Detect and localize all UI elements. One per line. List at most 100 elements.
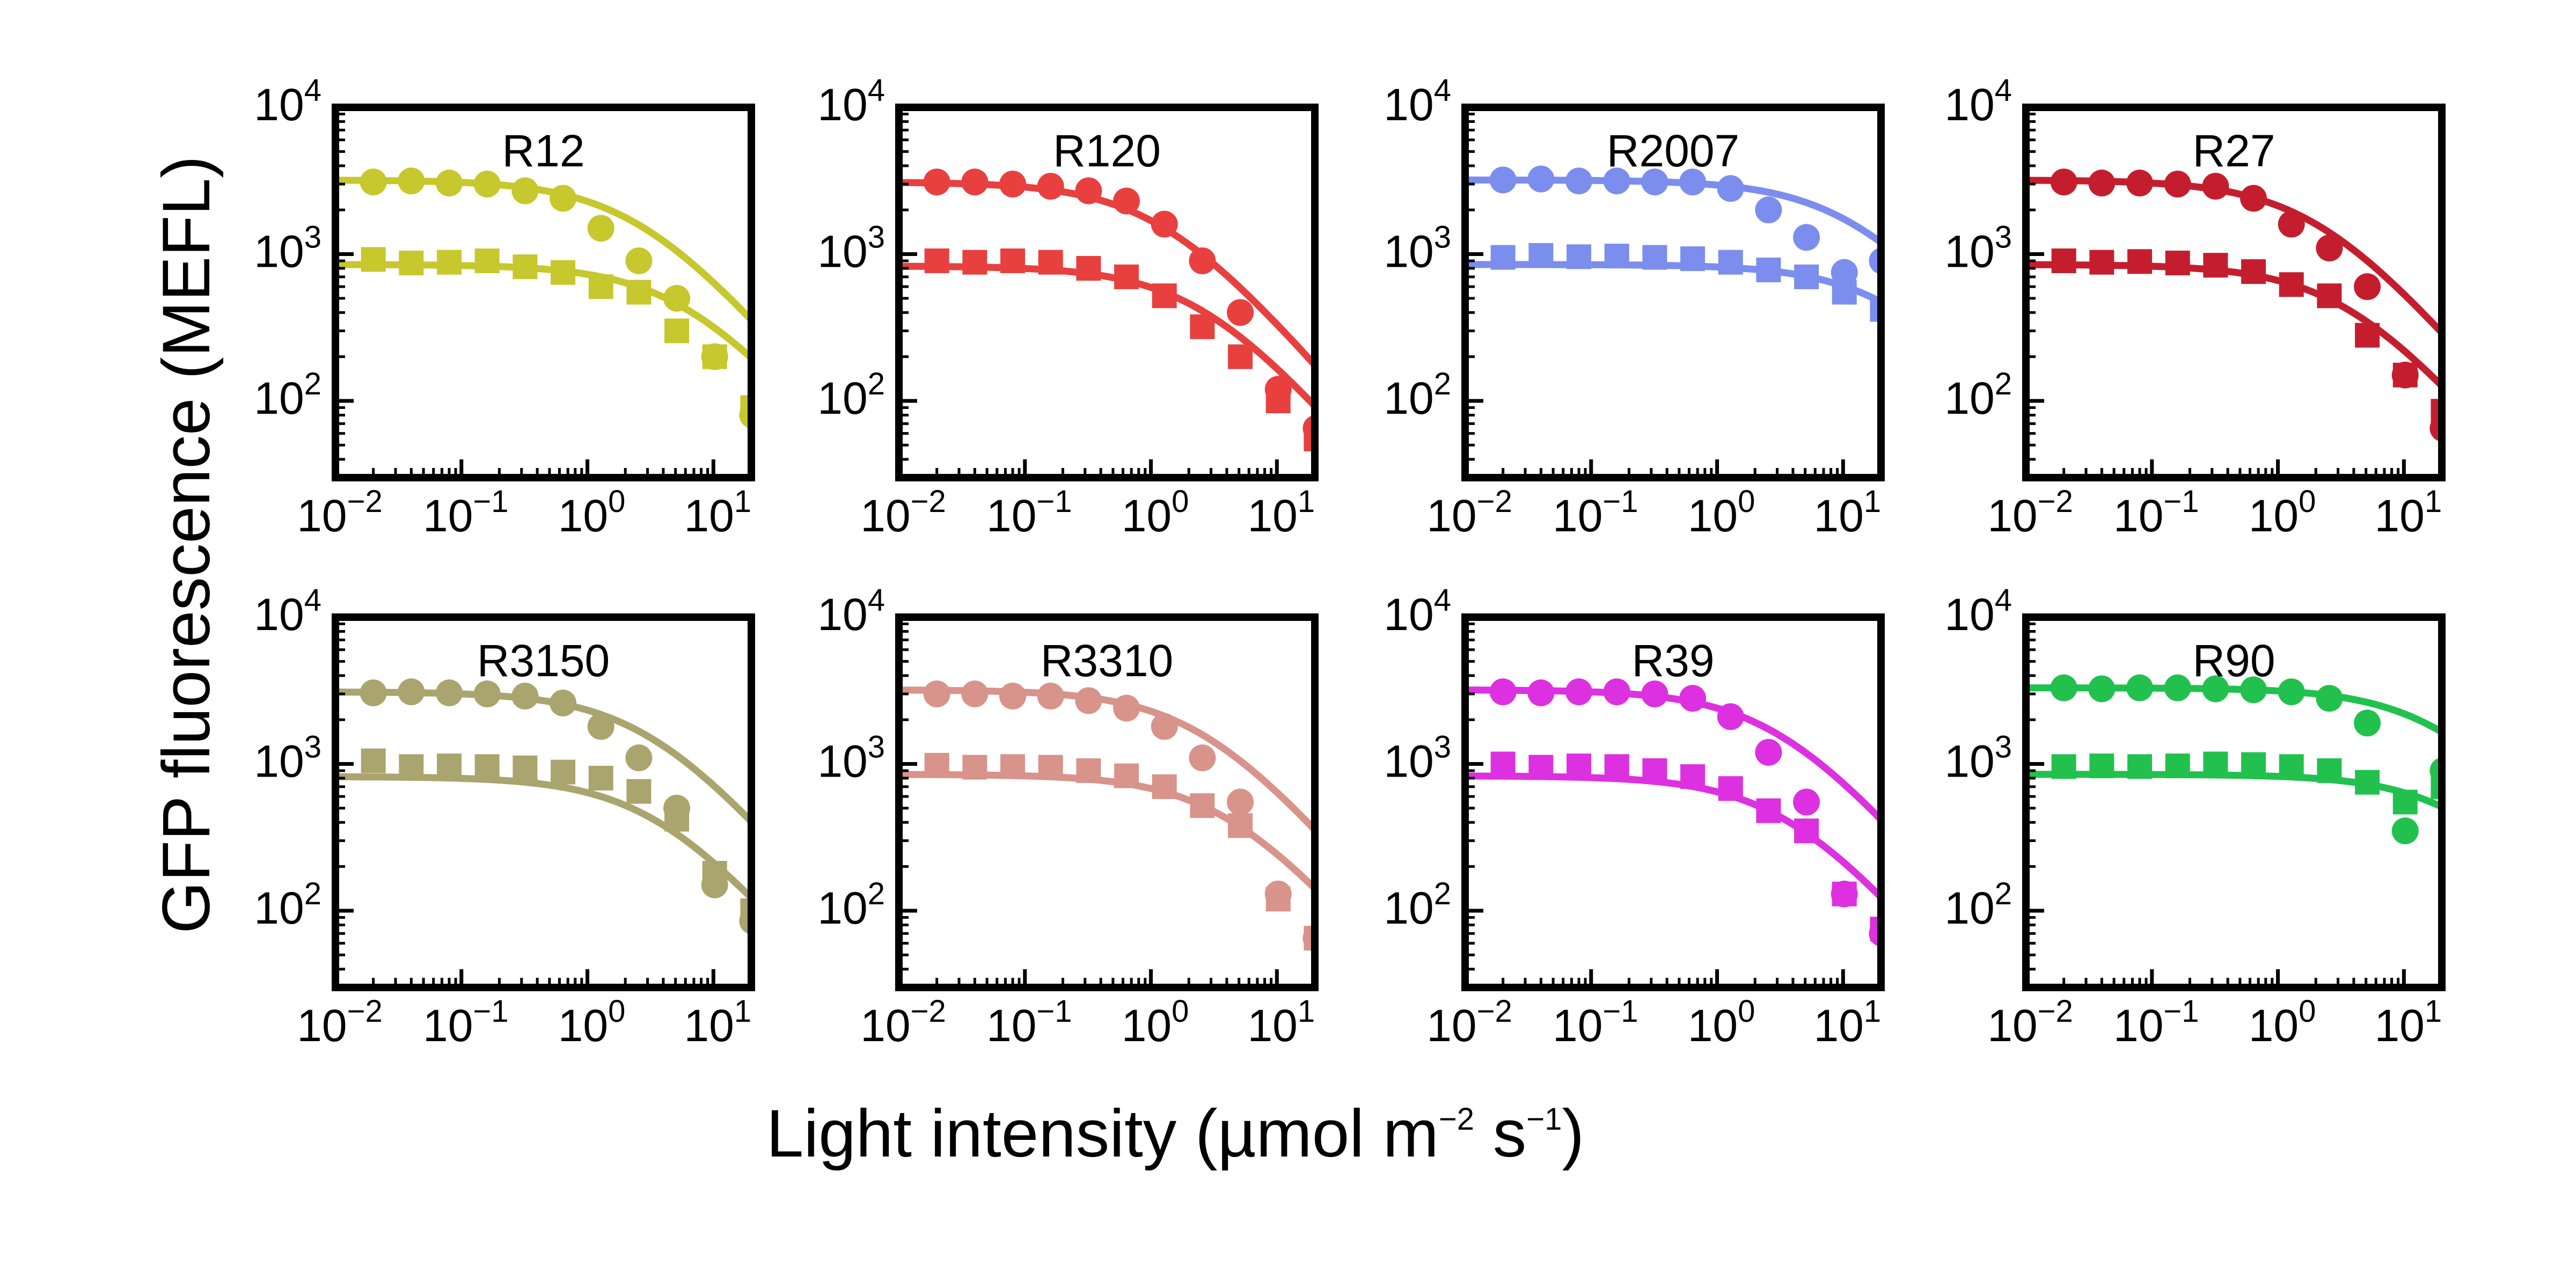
- x-tick-label: 100: [558, 994, 626, 1051]
- x-tick-label: 10−1: [1553, 484, 1638, 541]
- y-tick-label: 102: [1384, 876, 1451, 933]
- x-tick-label: 100: [2249, 484, 2316, 541]
- y-tick-exponent: 3: [304, 729, 321, 764]
- data-point-circle: [1831, 259, 1858, 286]
- x-tick-exponent: 1: [734, 484, 751, 519]
- x-tick-base: 10: [1553, 1000, 1602, 1051]
- data-point-circle: [1793, 224, 1820, 251]
- data-point-square: [1265, 887, 1291, 912]
- y-tick-label: 102: [817, 367, 885, 423]
- data-point-circle: [1755, 738, 1782, 766]
- x-axis-label-exp2: −1: [1526, 1102, 1562, 1137]
- y-tick-exponent: 4: [1434, 73, 1451, 108]
- panel-title: R27: [2192, 126, 2275, 176]
- x-tick-exponent: −2: [347, 484, 383, 519]
- y-tick-base: 10: [1944, 736, 1994, 786]
- y-tick-label: 102: [254, 876, 321, 933]
- x-tick-label: 10−1: [986, 994, 1072, 1051]
- data-point-circle: [1755, 196, 1782, 224]
- x-axis-label: Light intensity (µmol m−2 s−1): [766, 1096, 1584, 1171]
- axes-frame: [332, 104, 755, 481]
- y-tick-label: 104: [1384, 73, 1451, 130]
- x-tick-exponent: −1: [473, 484, 508, 519]
- x-tick-base: 10: [297, 491, 347, 541]
- x-tick-label: 100: [2249, 994, 2316, 1051]
- y-tick-base: 10: [254, 226, 304, 276]
- axes-frame: [1461, 613, 1885, 991]
- y-tick-label: 103: [254, 729, 321, 786]
- x-tick-exponent: −1: [473, 994, 508, 1029]
- y-tick-label: 102: [817, 876, 885, 933]
- x-tick-exponent: 1: [2425, 994, 2442, 1029]
- y-tick-base: 10: [817, 589, 867, 640]
- y-tick-base: 10: [1944, 373, 1994, 423]
- x-tick-label: 10−1: [2113, 994, 2199, 1051]
- plot-area: [1465, 165, 1881, 322]
- x-tick-base: 10: [558, 1000, 608, 1051]
- plot-area: [899, 169, 1315, 452]
- y-tick-exponent: 2: [304, 367, 321, 401]
- y-tick-exponent: 3: [1434, 219, 1451, 254]
- data-point-circle: [1189, 247, 1216, 275]
- x-tick-base: 10: [2249, 1000, 2299, 1051]
- x-tick-base: 10: [1813, 1000, 1863, 1051]
- data-point-circle: [2391, 817, 2419, 845]
- y-tick-label: 104: [254, 583, 321, 640]
- data-point-square: [437, 753, 462, 779]
- y-tick-exponent: 3: [1434, 729, 1451, 764]
- fit-line: [1465, 686, 1881, 822]
- data-point-square: [474, 754, 500, 779]
- x-tick-exponent: 0: [1738, 994, 1755, 1029]
- x-tick-label: 10−2: [1426, 994, 1512, 1051]
- x-tick-label: 101: [2374, 994, 2442, 1051]
- data-point-circle: [2354, 709, 2381, 737]
- fit-line: [1465, 772, 1881, 900]
- x-tick-label: 101: [1247, 994, 1315, 1051]
- y-tick-base: 10: [1944, 589, 1994, 640]
- y-tick-label: 103: [1384, 729, 1451, 786]
- y-tick-exponent: 2: [1995, 367, 2012, 401]
- data-point-square: [702, 344, 727, 369]
- fit-line: [899, 686, 1315, 832]
- fit-line: [1465, 176, 1881, 246]
- axes-frame: [1461, 104, 1885, 481]
- y-tick-base: 10: [254, 736, 304, 786]
- data-point-circle: [625, 247, 653, 275]
- data-point-square: [551, 759, 576, 785]
- x-tick-base: 10: [423, 491, 473, 541]
- y-tick-base: 10: [817, 373, 867, 423]
- x-tick-base: 10: [684, 491, 734, 541]
- y-tick-exponent: 4: [868, 583, 885, 618]
- x-tick-label: 10−2: [860, 484, 946, 541]
- plot-area: [2026, 169, 2442, 442]
- data-point-square: [664, 318, 690, 343]
- x-tick-exponent: −1: [1602, 994, 1638, 1029]
- y-tick-base: 10: [1944, 883, 1994, 933]
- y-tick-base: 10: [1944, 79, 1994, 130]
- x-tick-exponent: 0: [2299, 484, 2316, 519]
- data-point-square: [2127, 249, 2153, 274]
- plot-area: [335, 167, 751, 429]
- y-tick-exponent: 4: [304, 73, 321, 108]
- axes-frame: [895, 104, 1319, 481]
- x-tick-exponent: −2: [2038, 994, 2073, 1029]
- y-tick-exponent: 2: [1434, 367, 1451, 401]
- y-tick-base: 10: [1384, 736, 1433, 786]
- y-tick-label: 103: [1944, 729, 2012, 786]
- panel-title: R90: [2192, 635, 2275, 686]
- y-tick-label: 104: [1384, 583, 1451, 640]
- x-tick-exponent: 1: [1298, 994, 1315, 1029]
- y-tick-label: 103: [817, 729, 885, 786]
- x-tick-label: 101: [1247, 484, 1315, 541]
- panel-title: R39: [1631, 635, 1714, 686]
- x-tick-exponent: 0: [1172, 994, 1189, 1029]
- axes-frame: [2022, 613, 2446, 991]
- x-tick-exponent: −1: [1036, 484, 1072, 519]
- x-tick-exponent: −2: [1477, 484, 1512, 519]
